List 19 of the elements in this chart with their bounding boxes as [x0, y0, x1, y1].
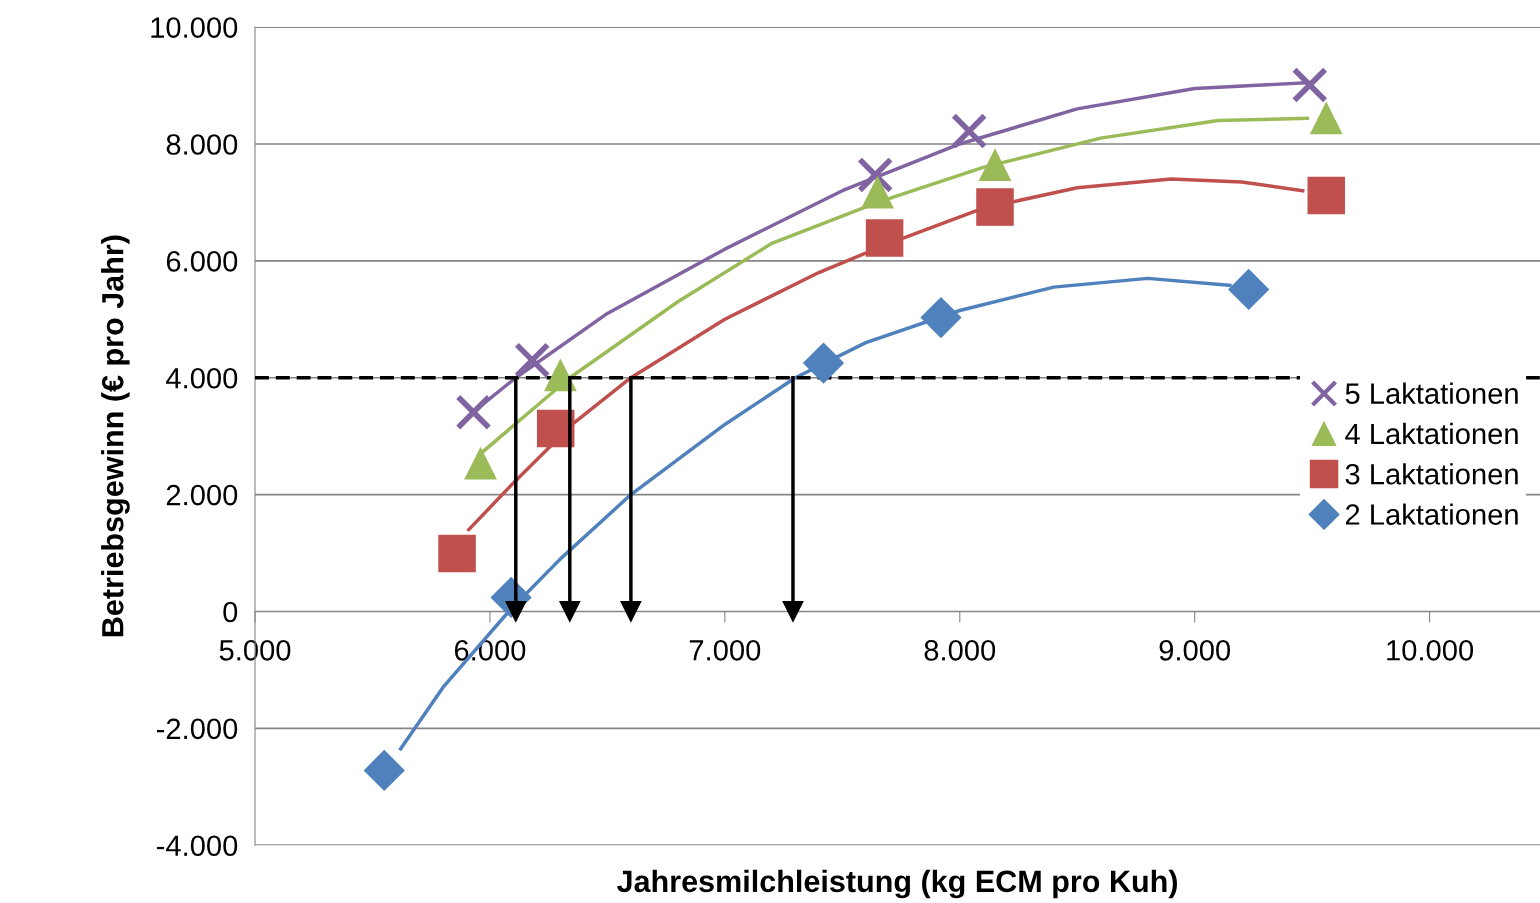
y-tick-label: 8.000: [166, 134, 238, 155]
x-tick-label: 9.000: [1159, 640, 1231, 661]
x-tick-label: 8.000: [924, 640, 996, 661]
y-tick-label: 0: [223, 601, 238, 623]
legend-label: 2 Laktationen: [1345, 503, 1518, 525]
legend-label: 5 Laktationen: [1345, 382, 1518, 404]
x-tick-label: 5.000: [219, 640, 291, 661]
y-axis-title: Betriebsgewinn (€ pro Jahr): [101, 235, 130, 637]
y-tick-label: 10.000: [151, 17, 238, 38]
x-tick-label: 10.000: [1387, 640, 1474, 661]
y-tick-label: -4.000: [156, 835, 238, 857]
x-tick-label: 7.000: [689, 640, 761, 661]
x-axis-title: Jahresmilchleistung (kg ECM pro Kuh): [617, 869, 1177, 899]
legend-label: 3 Laktationen: [1345, 463, 1518, 485]
y-tick-label: 6.000: [166, 251, 238, 272]
y-tick-label: -2.000: [156, 718, 238, 740]
legend-label: 4 Laktationen: [1345, 422, 1518, 445]
y-tick-label: 4.000: [166, 367, 238, 389]
y-tick-label: 2.000: [166, 484, 238, 506]
